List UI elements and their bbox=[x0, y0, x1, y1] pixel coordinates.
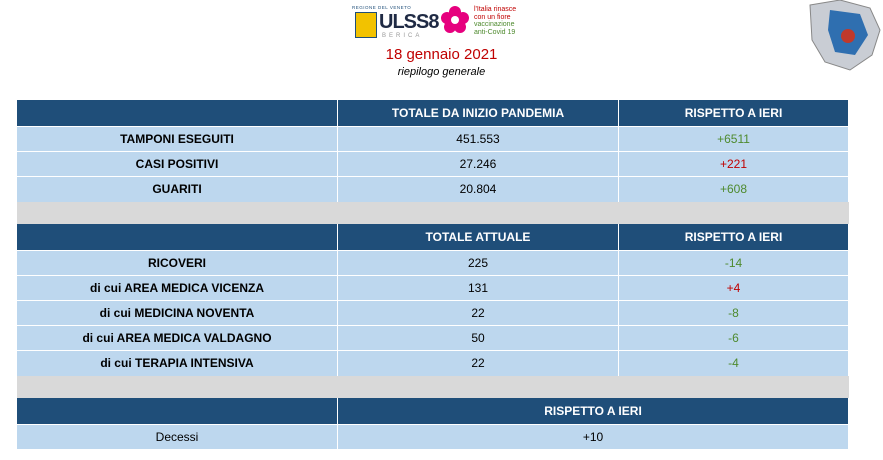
row-label: CASI POSITIVI bbox=[17, 151, 338, 177]
row-change: -4 bbox=[619, 350, 849, 376]
row-label: di cui TERAPIA INTENSIVA bbox=[17, 350, 338, 376]
header-cell: RISPETTO A IERI bbox=[338, 397, 849, 424]
campaign-line: con un fiore bbox=[474, 13, 511, 21]
row-change: -14 bbox=[619, 249, 849, 275]
row-value: 22 bbox=[338, 300, 619, 326]
row-change: -8 bbox=[619, 300, 849, 326]
campaign: l'Italia rinasce con un fiore vaccinazione… bbox=[474, 6, 516, 36]
row-change: +6511 bbox=[619, 126, 849, 152]
row-change: +4 bbox=[619, 274, 849, 300]
row-label: TAMPONI ESEGUITI bbox=[17, 126, 338, 152]
separator bbox=[17, 201, 849, 224]
row-label: di cui AREA MEDICA VICENZA bbox=[17, 274, 338, 300]
row-value: 451.553 bbox=[338, 126, 619, 152]
row-change: +221 bbox=[619, 151, 849, 177]
header-cell: RISPETTO A IERI bbox=[619, 100, 849, 126]
flower-icon bbox=[441, 6, 469, 33]
row-value: 20.804 bbox=[338, 176, 619, 202]
subtitle: riepilogo generale bbox=[397, 66, 486, 78]
row-label: GUARITI bbox=[17, 176, 338, 202]
row-change: +608 bbox=[619, 176, 849, 202]
campaign-line: vaccinazione bbox=[474, 21, 515, 28]
row-value: 27.246 bbox=[338, 151, 619, 177]
brand-sub: BERICA bbox=[382, 33, 423, 39]
region: REGIONE DEL VENETO bbox=[352, 5, 412, 10]
header-cell bbox=[17, 223, 338, 250]
separator bbox=[17, 375, 849, 398]
header-cell bbox=[17, 100, 338, 126]
brand: ULSS8 bbox=[379, 11, 439, 33]
row-value: 50 bbox=[338, 325, 619, 351]
date: 18 gennaio 2021 bbox=[385, 46, 498, 63]
row-label: Decessi bbox=[17, 423, 338, 449]
row-label: di cui AREA MEDICA VALDAGNO bbox=[17, 325, 338, 351]
header-cell: TOTALE DA INIZIO PANDEMIA bbox=[338, 100, 619, 126]
row-value: 22 bbox=[338, 350, 619, 376]
campaign-line: l'Italia rinasce bbox=[474, 6, 517, 13]
row-label: di cui MEDICINA NOVENTA bbox=[17, 300, 338, 326]
header-cell: RISPETTO A IERI bbox=[619, 223, 849, 250]
row-label: RICOVERI bbox=[17, 249, 338, 275]
row-value: 225 bbox=[338, 249, 619, 275]
logo-lion bbox=[355, 12, 377, 38]
header-cell bbox=[17, 397, 338, 424]
row-change: -6 bbox=[619, 325, 849, 351]
map-icon bbox=[809, 0, 881, 71]
row-change: +10 bbox=[338, 423, 849, 449]
header-cell: TOTALE ATTUALE bbox=[338, 223, 619, 250]
row-value: 131 bbox=[338, 274, 619, 300]
campaign-line: anti-Covid 19 bbox=[474, 28, 516, 36]
